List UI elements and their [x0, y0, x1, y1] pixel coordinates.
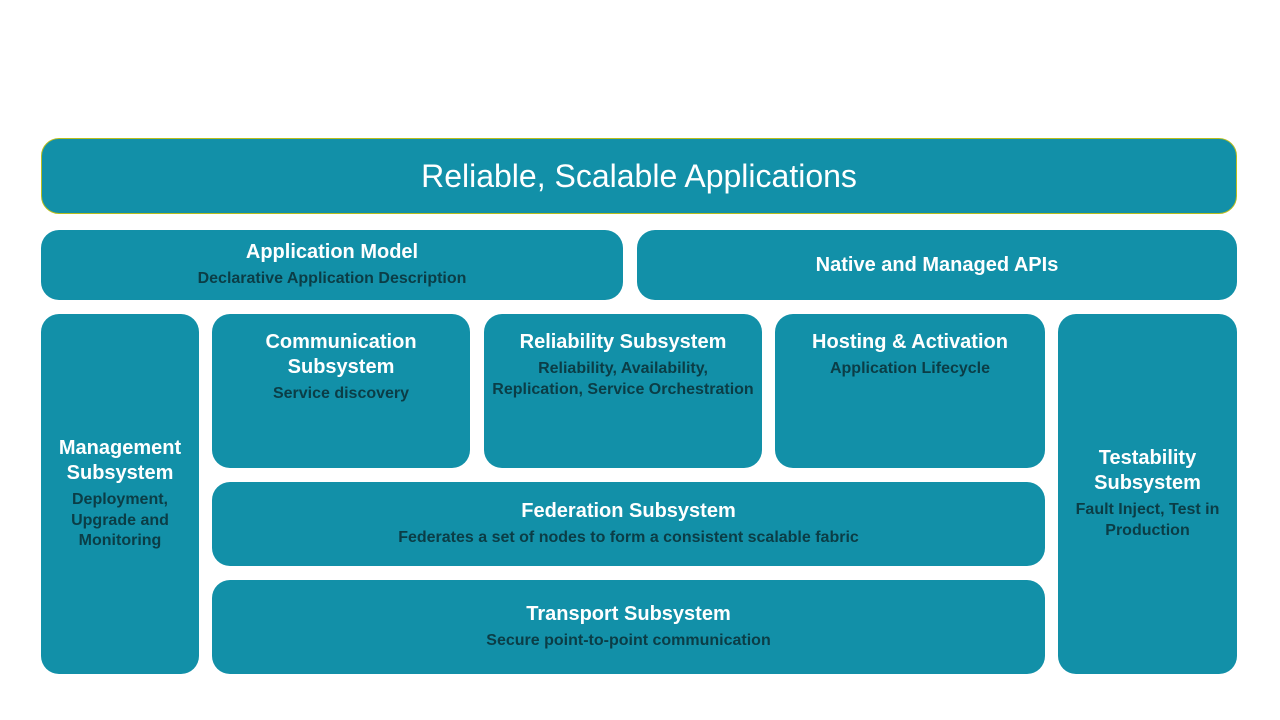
communication-title: Communication Subsystem	[220, 330, 462, 380]
apis-title: Native and Managed APIs	[816, 253, 1059, 278]
transport-subtitle: Secure point-to-point communication	[486, 631, 770, 652]
banner-box: Reliable, Scalable Applications	[41, 138, 1237, 214]
reliability-subtitle: Reliability, Availability, Replication, …	[492, 359, 754, 401]
federation-subtitle: Federates a set of nodes to form a consi…	[398, 528, 859, 549]
app-model-box: Application Model Declarative Applicatio…	[41, 230, 623, 300]
testability-title: Testability Subsystem	[1066, 446, 1229, 496]
management-box: Management Subsystem Deployment, Upgrade…	[41, 314, 199, 674]
federation-box: Federation Subsystem Federates a set of …	[212, 482, 1045, 566]
testability-box: Testability Subsystem Fault Inject, Test…	[1058, 314, 1237, 674]
hosting-title: Hosting & Activation	[812, 330, 1008, 355]
testability-subtitle: Fault Inject, Test in Production	[1066, 500, 1229, 542]
apis-box: Native and Managed APIs	[637, 230, 1237, 300]
reliability-title: Reliability Subsystem	[520, 330, 727, 355]
federation-title: Federation Subsystem	[521, 499, 736, 524]
banner-title: Reliable, Scalable Applications	[421, 156, 857, 196]
management-title: Management Subsystem	[49, 436, 191, 486]
management-subtitle: Deployment, Upgrade and Monitoring	[49, 490, 191, 552]
hosting-box: Hosting & Activation Application Lifecyc…	[775, 314, 1045, 468]
app-model-subtitle: Declarative Application Description	[198, 269, 467, 290]
communication-subtitle: Service discovery	[273, 384, 409, 405]
communication-box: Communication Subsystem Service discover…	[212, 314, 470, 468]
app-model-title: Application Model	[246, 240, 418, 265]
transport-box: Transport Subsystem Secure point-to-poin…	[212, 580, 1045, 674]
hosting-subtitle: Application Lifecycle	[830, 359, 990, 380]
transport-title: Transport Subsystem	[526, 602, 731, 627]
reliability-box: Reliability Subsystem Reliability, Avail…	[484, 314, 762, 468]
